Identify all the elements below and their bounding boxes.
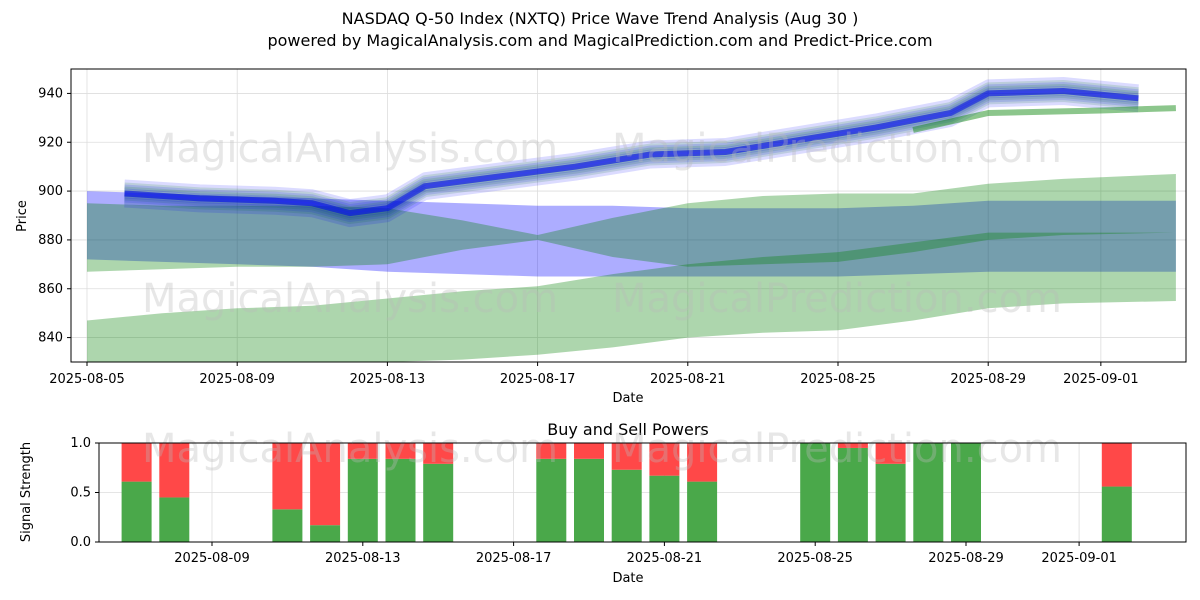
price-y-label: Price	[15, 200, 30, 232]
signal-xtick-label: 2025-08-29	[928, 551, 1004, 566]
buy-bar	[611, 469, 642, 542]
signal-ytick-label: 0.5	[70, 486, 91, 501]
buy-bar	[837, 447, 868, 542]
sell-bar	[649, 443, 680, 476]
sell-bar	[385, 443, 416, 459]
price-ytick-label: 940	[38, 86, 63, 101]
watermark-analysis-1: MagicalAnalysis.com	[142, 126, 558, 172]
signal-chart-title: Buy and Sell Powers	[547, 420, 709, 439]
chart-title: NASDAQ Q-50 Index (NXTQ) Price Wave Tren…	[341, 9, 859, 28]
price-xtick-label: 2025-08-09	[199, 372, 275, 387]
buy-bar	[951, 443, 981, 542]
buy-bar	[649, 475, 680, 542]
price-ytick-label: 900	[38, 184, 63, 199]
signal-xtick-label: 2025-08-21	[627, 551, 703, 566]
buy-bar	[423, 463, 454, 542]
signal-xtick-label: 2025-09-01	[1041, 551, 1117, 566]
price-chart-axes: 840 860 880 900 920 940 2025-08-05 2025-08-09 20…	[38, 86, 1138, 387]
signal-ytick-label: 1.0	[70, 436, 91, 451]
watermark-prediction-2: MagicalPrediction.com	[612, 276, 1062, 322]
green-inner-band	[87, 174, 1176, 272]
trend-projection-line	[912, 105, 1176, 133]
buy-bar	[913, 443, 944, 542]
sell-bar	[310, 443, 341, 526]
sell-bar	[423, 443, 454, 464]
buy-bar	[800, 443, 831, 542]
signal-xtick-label: 2025-08-13	[325, 551, 401, 566]
sell-bar	[536, 443, 567, 459]
price-chart-watermarks: MagicalAnalysis.com MagicalPrediction.co…	[142, 126, 1062, 322]
chart-subtitle: powered by MagicalAnalysis.com and Magic…	[267, 31, 933, 50]
buy-bar	[687, 481, 718, 542]
sell-bar	[1101, 443, 1132, 487]
price-wave-line	[124, 92, 1139, 225]
price-wave-line	[124, 95, 1139, 228]
signal-chart-bars	[121, 443, 1132, 542]
watermark-prediction-1: MagicalPrediction.com	[612, 126, 1062, 172]
price-xtick-label: 2025-08-21	[650, 372, 726, 387]
price-x-label: Date	[612, 391, 643, 406]
signal-xtick-label: 2025-08-09	[174, 551, 250, 566]
price-xtick-label: 2025-08-13	[350, 372, 426, 387]
price-xtick-label: 2025-08-05	[49, 372, 125, 387]
price-xtick-label: 2025-09-01	[1063, 372, 1139, 387]
sell-bar	[159, 443, 190, 498]
sell-bar	[687, 443, 718, 482]
price-wave-line	[124, 80, 1139, 213]
price-ytick-label: 840	[38, 331, 63, 346]
buy-bar	[121, 481, 152, 542]
sell-bar	[272, 443, 303, 510]
buy-bar	[159, 497, 190, 542]
watermark-prediction-3: MagicalPrediction.com	[612, 426, 1062, 472]
price-xtick-label: 2025-08-17	[500, 372, 576, 387]
buy-bar	[1101, 486, 1132, 542]
price-ytick-label: 880	[38, 233, 63, 248]
sell-bar	[121, 443, 152, 482]
buy-bar	[272, 509, 303, 542]
buy-bar	[347, 458, 378, 542]
price-wave-line	[124, 77, 1139, 210]
watermark-analysis-2: MagicalAnalysis.com	[142, 276, 558, 322]
signal-xtick-label: 2025-08-25	[777, 551, 853, 566]
sell-bar	[611, 443, 642, 470]
price-ytick-label: 860	[38, 282, 63, 297]
buy-bar	[385, 458, 416, 542]
price-ytick-label: 920	[38, 135, 63, 150]
price-xtick-label: 2025-08-25	[800, 372, 876, 387]
watermark-analysis-3: MagicalAnalysis.com	[142, 426, 558, 472]
sell-bar	[837, 443, 868, 448]
price-wave-line	[124, 82, 1139, 215]
green-lower-band	[87, 232, 1176, 362]
price-chart-frame	[70, 68, 1187, 363]
buy-bar	[574, 458, 604, 542]
buy-bar	[875, 463, 906, 542]
price-chart-lines	[124, 77, 1176, 228]
price-wave-core-line	[124, 88, 1139, 217]
price-chart-grid	[71, 69, 1186, 362]
signal-x-label: Date	[612, 571, 643, 586]
signal-chart-axes: 0.0 0.5 1.0 2025-08-09 2025-08-13 2025-08-17 2…	[70, 436, 1117, 566]
price-wave-line	[124, 90, 1139, 223]
price-xtick-label: 2025-08-29	[950, 372, 1026, 387]
buy-bar	[536, 458, 567, 542]
sell-bar	[875, 443, 906, 464]
signal-ytick-label: 0.0	[70, 535, 91, 550]
signal-xtick-label: 2025-08-17	[476, 551, 552, 566]
sell-bar	[574, 443, 604, 459]
sell-bar	[347, 443, 378, 459]
buy-bar	[310, 525, 341, 542]
signal-y-label: Signal Strength	[19, 442, 34, 542]
signal-chart-watermarks: MagicalAnalysis.com MagicalPrediction.co…	[142, 426, 1062, 472]
